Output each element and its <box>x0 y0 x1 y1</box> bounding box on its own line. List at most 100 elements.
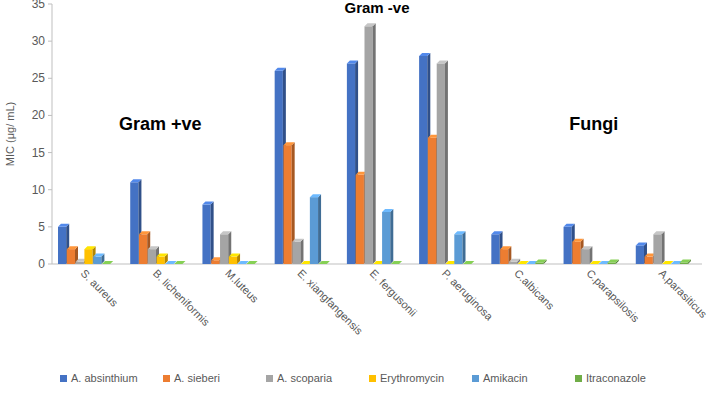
bar-top <box>283 142 294 145</box>
bar-side <box>211 202 214 264</box>
bar-top <box>93 254 104 257</box>
bar-side <box>300 239 303 264</box>
bar-top <box>139 231 150 234</box>
x-tick-label: C.parapsilosis <box>584 267 642 325</box>
bar <box>509 262 517 264</box>
legend-swatch <box>163 375 170 382</box>
bar-top <box>148 246 159 249</box>
bar <box>84 249 92 264</box>
bar-top <box>463 261 474 264</box>
legend-label: A. sieberi <box>174 372 220 384</box>
bar-top <box>157 254 168 257</box>
bar-top <box>564 224 575 227</box>
bar <box>76 262 84 264</box>
bar <box>608 263 616 264</box>
y-tick-label: 15 <box>32 146 46 160</box>
bar-top <box>202 202 213 205</box>
bar-top <box>364 23 375 26</box>
annotation: Fungi <box>569 114 618 134</box>
y-axis-line <box>52 4 53 264</box>
bar-top <box>680 260 691 263</box>
bar-top <box>319 261 330 264</box>
bar-top <box>292 239 303 242</box>
bar-top <box>382 209 393 212</box>
legend-label: A. absinthium <box>71 372 138 384</box>
bar-side <box>463 231 466 264</box>
bar-top <box>58 224 69 227</box>
x-tick-label: E. xiangfangensis <box>295 267 365 337</box>
bar-top <box>581 246 592 249</box>
legend-swatch <box>60 375 67 382</box>
y-tick <box>48 264 52 265</box>
bar-side <box>373 23 376 264</box>
bar <box>564 227 572 264</box>
bar <box>148 249 156 264</box>
bar-top <box>310 194 321 197</box>
bar-top <box>67 246 78 249</box>
bar <box>364 26 372 264</box>
annotation: Gram +ve <box>119 114 202 134</box>
x-tick-label: P. aeruginosa <box>440 267 496 323</box>
bar <box>382 212 390 264</box>
bar-top <box>130 179 141 182</box>
bar <box>356 175 364 264</box>
x-tick-label: C.albicans <box>512 267 557 312</box>
bar <box>67 249 75 264</box>
bar <box>139 234 147 264</box>
y-tick-label: 35 <box>32 0 46 11</box>
bar <box>229 257 237 264</box>
bar-top <box>174 261 185 264</box>
legend-swatch <box>472 375 479 382</box>
bar-top <box>391 261 402 264</box>
y-tick-label: 5 <box>38 220 45 234</box>
bar-top <box>84 246 95 249</box>
bar <box>680 263 688 264</box>
bar <box>572 242 580 264</box>
bar-side <box>318 194 321 264</box>
y-tick-label: 25 <box>32 71 46 85</box>
bar-top <box>608 260 619 263</box>
bar-top <box>102 261 113 264</box>
bar-side <box>390 209 393 264</box>
y-tick <box>48 152 52 153</box>
y-tick <box>48 4 52 5</box>
y-tick <box>48 226 52 227</box>
bar-top <box>229 254 240 257</box>
legend-label: Erythromycin <box>380 372 444 384</box>
bar-top <box>636 242 647 245</box>
y-tick-label: 0 <box>38 257 45 271</box>
bar <box>500 249 508 264</box>
bar <box>275 71 283 264</box>
bar <box>58 227 66 264</box>
bar <box>437 63 445 264</box>
legend-label: A. scoparia <box>277 372 333 384</box>
bar <box>283 145 291 264</box>
y-tick-label: 30 <box>32 34 46 48</box>
bar-top <box>509 259 520 262</box>
bar-top <box>491 231 502 234</box>
y-tick <box>48 189 52 190</box>
bar-top <box>535 260 546 263</box>
bar-side <box>589 246 592 264</box>
bar <box>491 234 499 264</box>
bar <box>347 63 355 264</box>
bar-top <box>572 239 583 242</box>
chart-container: 05101520253035MIC (μg/ mL)S. aureusB. li… <box>0 0 709 397</box>
x-tick-label: B. licheniformis <box>151 267 213 329</box>
bar-top <box>653 231 664 234</box>
bars <box>58 23 691 264</box>
bar <box>130 182 138 264</box>
bar-top <box>454 231 465 234</box>
bar <box>419 56 427 264</box>
bar <box>645 257 653 264</box>
bar <box>157 257 165 264</box>
bar <box>535 263 543 264</box>
bar <box>428 138 436 264</box>
x-tick-label: E. fergusonii <box>368 267 420 319</box>
bar <box>93 257 101 264</box>
legend-label: Itraconazole <box>586 372 646 384</box>
y-tick-label: 20 <box>32 108 46 122</box>
bar <box>636 245 644 264</box>
y-tick <box>48 41 52 42</box>
bar <box>653 234 661 264</box>
